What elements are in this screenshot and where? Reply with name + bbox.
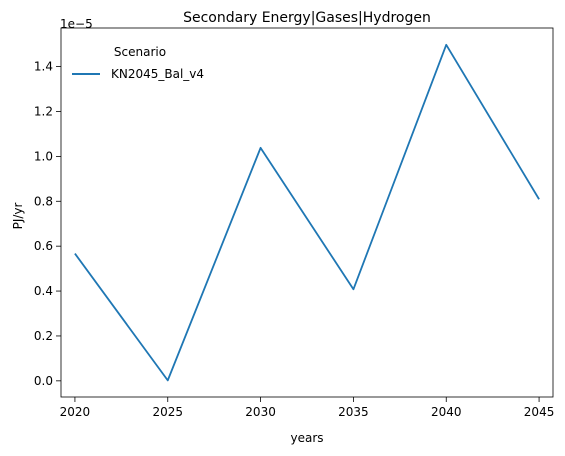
plot-frame xyxy=(60,27,554,398)
y-axis-offset-label: 1e−5 xyxy=(60,17,93,31)
x-axis-label: years xyxy=(290,431,323,445)
legend: Scenario KN2045_Bal_v4 xyxy=(72,45,204,81)
plot-area: 2020 2025 2030 2035 2040 2045 0.0 0.2 0.4 0.6 0.8 1… xyxy=(34,27,555,419)
y-tick-label: 0.8 xyxy=(34,194,53,208)
x-tick-label: 2040 xyxy=(431,405,462,419)
legend-title: Scenario xyxy=(114,45,166,59)
y-tick-label: 1.0 xyxy=(34,149,53,163)
y-tick-label: 0.2 xyxy=(34,329,53,343)
series-line xyxy=(74,43,540,382)
y-tick-label: 1.2 xyxy=(34,104,53,118)
legend-entry-label: KN2045_Bal_v4 xyxy=(111,67,204,81)
y-axis-label: PJ/yr xyxy=(11,203,25,230)
x-tick-label: 2020 xyxy=(60,405,91,419)
x-tick-label: 2025 xyxy=(152,405,183,419)
y-tick-label: 0.6 xyxy=(34,239,53,253)
x-tick-label: 2045 xyxy=(524,405,555,419)
y-tick-label: 0.4 xyxy=(34,284,53,298)
y-tick-label: 1.4 xyxy=(34,60,53,74)
x-tick-label: 2035 xyxy=(338,405,369,419)
chart-title: Secondary Energy|Gases|Hydrogen xyxy=(183,10,431,26)
y-tick-label: 0.0 xyxy=(34,374,53,388)
x-tick-label: 2030 xyxy=(245,405,276,419)
